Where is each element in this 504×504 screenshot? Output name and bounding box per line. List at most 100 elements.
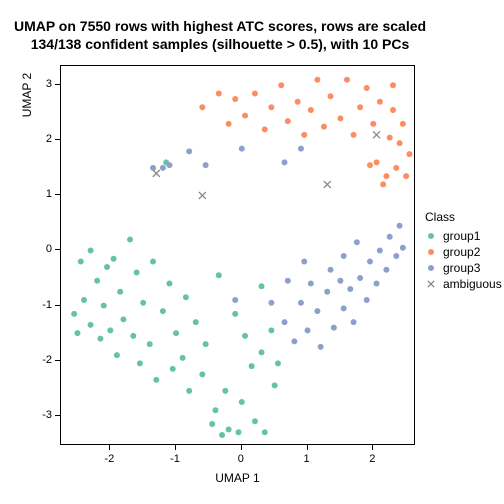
x-axis-label: UMAP 1 [60, 471, 415, 485]
point-group3 [239, 146, 245, 152]
point-group2 [308, 107, 314, 113]
point-group2 [357, 104, 363, 110]
point-group2 [328, 93, 334, 99]
point-group2 [226, 121, 232, 127]
point-group3 [351, 319, 357, 325]
legend-item: group2 [425, 244, 502, 260]
point-group1 [173, 330, 179, 336]
point-group2 [370, 121, 376, 127]
point-group3 [357, 275, 363, 281]
point-group3 [324, 289, 330, 295]
legend-label: group2 [443, 245, 480, 259]
point-group1 [268, 327, 274, 333]
point-group2 [344, 77, 350, 83]
point-group3 [268, 300, 274, 306]
point-group2 [367, 162, 373, 168]
legend-swatch [425, 246, 437, 258]
y-tick-mark [55, 415, 60, 416]
point-group1 [81, 297, 87, 303]
legend-title: Class [425, 210, 502, 224]
y-tick-mark [55, 249, 60, 250]
point-group3 [367, 259, 373, 265]
y-tick-mark [55, 84, 60, 85]
x-tick-mark [241, 445, 242, 450]
point-group2 [387, 135, 393, 141]
point-group3 [331, 325, 337, 331]
point-group1 [104, 264, 110, 270]
point-group1 [199, 371, 205, 377]
legend-swatch [425, 230, 437, 242]
y-axis-label: UMAP 2 [20, 0, 34, 285]
point-group2 [380, 181, 386, 187]
point-group1 [130, 333, 136, 339]
x-tick-mark [372, 445, 373, 450]
x-tick-label: 0 [238, 453, 244, 465]
point-group1 [137, 360, 143, 366]
point-group3 [291, 338, 297, 344]
point-group1 [127, 236, 133, 242]
point-group2 [314, 77, 320, 83]
legend-label: ambiguous [443, 277, 502, 291]
legend-swatch [425, 278, 437, 290]
legend: Class group1group2group3 ambiguous [425, 210, 502, 292]
figure: UMAP on 7550 rows with highest ATC score… [0, 0, 504, 504]
point-group1 [236, 429, 242, 435]
point-group3 [383, 267, 389, 273]
point-group1 [262, 429, 268, 435]
point-group3 [308, 281, 314, 287]
point-group2 [262, 126, 268, 132]
point-group1 [88, 322, 94, 328]
point-group2 [406, 151, 412, 157]
point-group1 [219, 432, 225, 438]
point-group2 [285, 118, 291, 124]
title-line-1: UMAP on 7550 rows with highest ATC score… [0, 18, 440, 34]
point-group2 [377, 99, 383, 105]
y-tick-label: -2 [34, 354, 52, 366]
point-group2 [397, 140, 403, 146]
point-group1 [117, 289, 123, 295]
point-group1 [272, 382, 278, 388]
point-group3 [397, 223, 403, 229]
point-group3 [285, 278, 291, 284]
point-group1 [166, 281, 172, 287]
point-group1 [203, 341, 209, 347]
point-group2 [364, 85, 370, 91]
x-tick-label: 2 [369, 453, 375, 465]
point-group3 [377, 247, 383, 253]
point-group1 [101, 303, 107, 309]
point-group1 [242, 333, 248, 339]
point-group2 [393, 165, 399, 171]
point-group3 [166, 162, 172, 168]
point-group2 [242, 113, 248, 119]
point-group1 [150, 259, 156, 265]
point-group1 [275, 360, 281, 366]
x-tick-label: -1 [170, 453, 180, 465]
point-group2 [295, 99, 301, 105]
y-tick-label: 1 [34, 188, 52, 200]
point-group1 [249, 363, 255, 369]
point-group3 [298, 146, 304, 152]
point-group3 [314, 308, 320, 314]
legend-swatch [425, 262, 437, 274]
point-group1 [170, 366, 176, 372]
point-group2 [374, 159, 380, 165]
point-group3 [186, 148, 192, 154]
point-group2 [278, 82, 284, 88]
point-group3 [282, 159, 288, 165]
legend-item: group1 [425, 228, 502, 244]
point-group1 [134, 270, 140, 276]
point-group1 [107, 327, 113, 333]
point-group1 [222, 388, 228, 394]
y-tick-label: 2 [34, 133, 52, 145]
point-group1 [78, 259, 84, 265]
point-group3 [354, 239, 360, 245]
point-group2 [301, 132, 307, 138]
point-group3 [341, 253, 347, 259]
point-group1 [180, 355, 186, 361]
x-tick-mark [307, 445, 308, 450]
point-group3 [341, 305, 347, 311]
point-group1 [209, 421, 215, 427]
point-group2 [400, 121, 406, 127]
y-tick-mark [55, 139, 60, 140]
point-group1 [153, 377, 159, 383]
